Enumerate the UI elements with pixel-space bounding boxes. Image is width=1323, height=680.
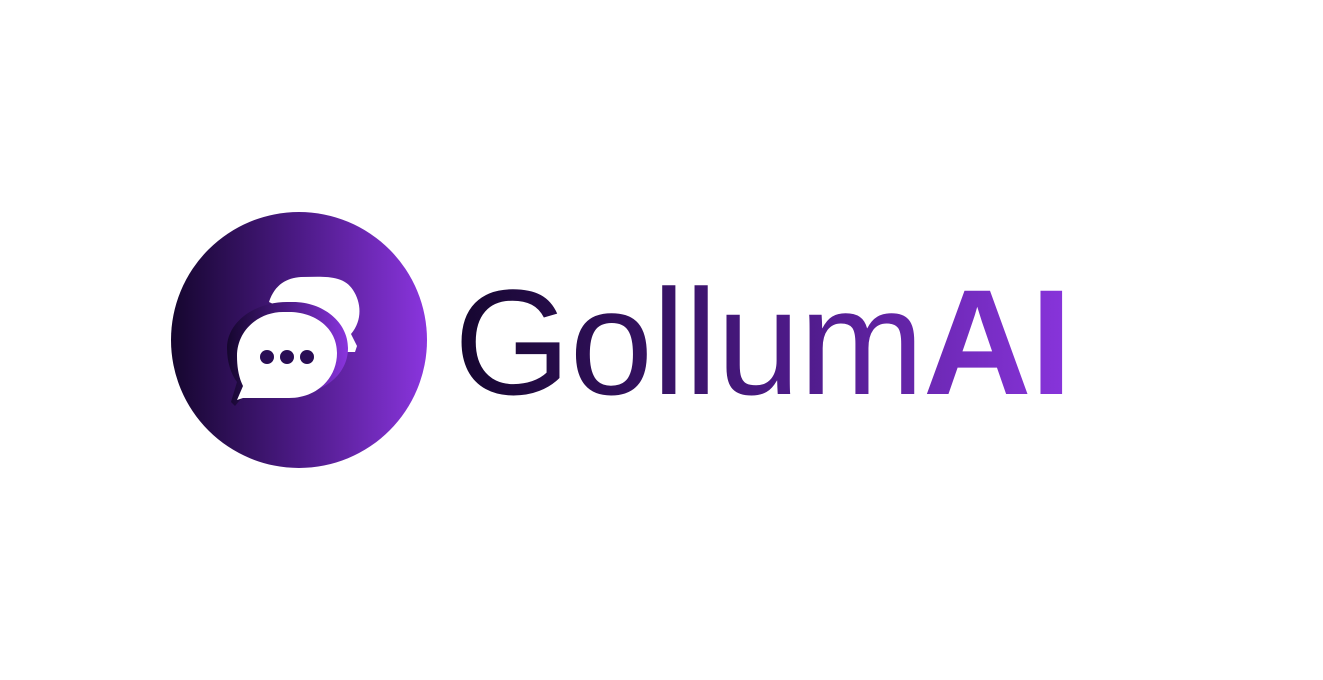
typing-dot: [260, 350, 274, 364]
brand-name: Gollum: [454, 258, 924, 426]
logo-mark: [171, 212, 427, 468]
chat-bubbles-icon: [171, 212, 427, 468]
brand-wordmark: GollumAI: [454, 262, 1072, 422]
brand-suffix: AI: [923, 258, 1072, 426]
typing-dot: [300, 350, 314, 364]
typing-dot: [280, 350, 294, 364]
